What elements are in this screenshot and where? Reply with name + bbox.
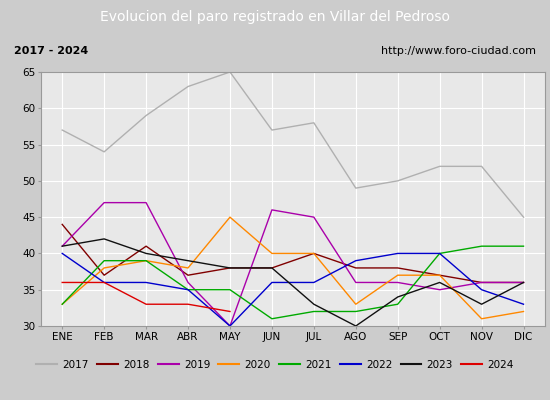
Legend: 2017, 2018, 2019, 2020, 2021, 2022, 2023, 2024: 2017, 2018, 2019, 2020, 2021, 2022, 2023… xyxy=(36,360,514,370)
Text: http://www.foro-ciudad.com: http://www.foro-ciudad.com xyxy=(381,46,536,56)
Text: Evolucion del paro registrado en Villar del Pedroso: Evolucion del paro registrado en Villar … xyxy=(100,10,450,24)
Text: 2017 - 2024: 2017 - 2024 xyxy=(14,46,88,56)
